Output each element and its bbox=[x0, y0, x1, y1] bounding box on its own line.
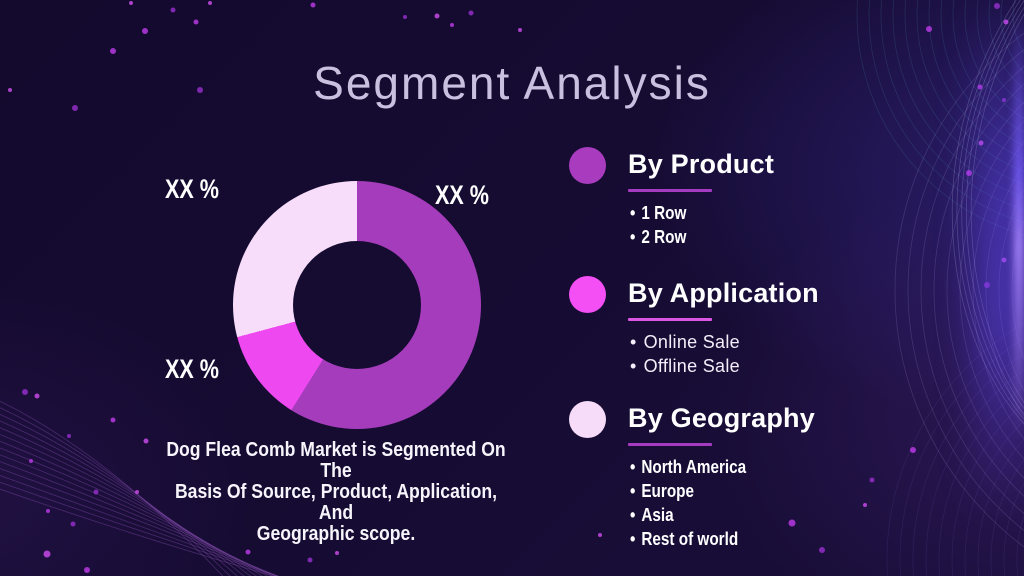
legend-title-geography: By Geography bbox=[628, 403, 815, 433]
legend-item-label: Rest of world bbox=[641, 529, 739, 549]
bullet-icon: • bbox=[630, 529, 636, 549]
legend-item: • Offline Sale bbox=[630, 354, 819, 378]
legend-item: • 2 Row bbox=[630, 225, 752, 249]
bullet-icon: • bbox=[630, 227, 636, 247]
segment-label-geography: XX % bbox=[164, 174, 220, 204]
legend-group-application: By Application • Online Sale • Offline Sal… bbox=[569, 275, 819, 378]
legend-item: • 1 Row bbox=[630, 201, 752, 225]
segment-label-application: XX % bbox=[164, 354, 220, 384]
right-edge-glow-streak bbox=[1014, 10, 1024, 440]
bullet-icon: • bbox=[630, 481, 636, 501]
legend-items-product: • 1 Row • 2 Row bbox=[630, 201, 752, 249]
chart-caption: Dog Flea Comb Market is Segmented On The… bbox=[166, 440, 506, 545]
bullet-icon: • bbox=[630, 356, 637, 376]
legend-item: • North America bbox=[630, 455, 787, 479]
legend-item: • Europe bbox=[630, 479, 787, 503]
caption-line: Basis Of Source, Product, Application, A… bbox=[174, 481, 498, 524]
legend-item: • Asia bbox=[630, 503, 787, 527]
bullet-icon: • bbox=[630, 332, 637, 352]
legend-underline bbox=[628, 443, 712, 446]
legend-item-label: 1 Row bbox=[641, 203, 687, 223]
donut-chart bbox=[233, 181, 481, 429]
legend-title-product: By Product bbox=[628, 149, 775, 179]
legend-item-label: Offline Sale bbox=[643, 356, 740, 376]
bullet-icon: • bbox=[630, 457, 636, 477]
legend-item: • Online Sale bbox=[630, 330, 819, 354]
page-title: Segment Analysis bbox=[313, 57, 711, 109]
legend-underline bbox=[628, 189, 712, 192]
legend-item: • Rest of world bbox=[630, 527, 787, 551]
bullet-icon: • bbox=[630, 505, 636, 525]
legend-swatch-geography bbox=[569, 401, 606, 438]
legend-underline bbox=[628, 318, 712, 321]
caption-line: Geographic scope. bbox=[256, 523, 416, 545]
segment-label-product: XX % bbox=[434, 180, 490, 210]
legend-items-geography: • North America • Europe • Asia • Rest of wo… bbox=[630, 455, 787, 551]
caption-line: Dog Flea Comb Market is Segmented On The bbox=[166, 439, 506, 482]
legend-swatch-application bbox=[569, 276, 606, 313]
legend-item-label: Online Sale bbox=[643, 332, 740, 352]
legend-item-label: 2 Row bbox=[641, 227, 687, 247]
legend-item-label: North America bbox=[641, 457, 747, 477]
legend-swatch-product bbox=[569, 147, 606, 184]
legend-group-product: By Product • 1 Row • 2 Row bbox=[569, 146, 774, 249]
legend-item-label: Europe bbox=[641, 481, 695, 501]
donut-hole bbox=[293, 241, 421, 369]
legend-items-application: • Online Sale • Offline Sale bbox=[630, 330, 819, 378]
legend-item-label: Asia bbox=[641, 505, 674, 525]
bullet-icon: • bbox=[630, 203, 636, 223]
legend-title-application: By Application bbox=[628, 278, 819, 308]
legend-group-geography: By Geography • North America • Europe • Asi… bbox=[569, 400, 815, 551]
